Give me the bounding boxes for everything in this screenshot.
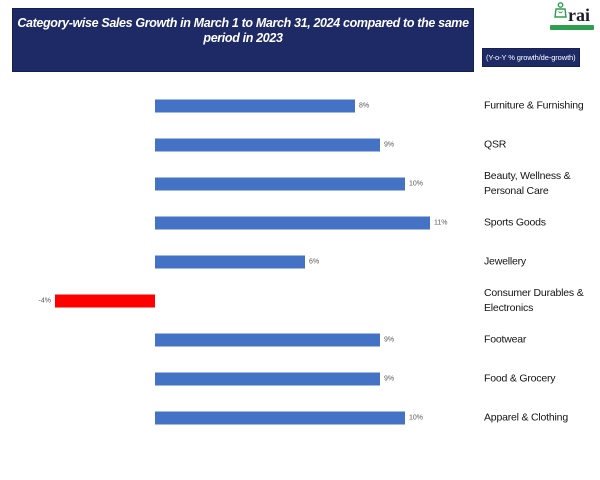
value-label-sports-goods: 11% bbox=[434, 219, 448, 226]
chart-title-line-2: period in 2023 bbox=[203, 30, 283, 45]
chart-row-food-grocery: 9% Food & Grocery bbox=[0, 359, 600, 398]
chart-row-footwear: 9% Footwear bbox=[0, 320, 600, 359]
chart-row-consumer-durables-electronics: -4% Consumer Durables & Electronics bbox=[0, 281, 600, 320]
category-label-jewellery: Jewellery bbox=[484, 255, 526, 267]
category-label-qsr: QSR bbox=[484, 138, 507, 150]
category-label-consumer-durables-electronics: Consumer Durables & Electronics bbox=[484, 286, 584, 314]
bar-apparel-clothing bbox=[155, 411, 405, 424]
bar-furniture-furnishing bbox=[155, 99, 355, 112]
chart-title-line-1: Category-wise Sales Growth in March 1 to… bbox=[17, 16, 469, 30]
value-label-qsr: 9% bbox=[384, 141, 395, 148]
value-label-apparel-clothing: 10% bbox=[409, 414, 424, 421]
value-label-consumer-durables-electronics: -4% bbox=[38, 297, 51, 304]
bar-food-grocery bbox=[155, 372, 380, 385]
value-label-food-grocery: 9% bbox=[384, 375, 395, 382]
category-label-footwear: Footwear bbox=[484, 333, 527, 345]
rai-logo: rai bbox=[550, 2, 594, 30]
bar-footwear bbox=[155, 333, 380, 346]
chart-row-beauty-wellness-personal-care: 10% Beauty, Wellness & Personal Care bbox=[0, 164, 600, 203]
chart-row-qsr: 9% QSR bbox=[0, 125, 600, 164]
value-label-furniture-furnishing: 8% bbox=[359, 102, 370, 109]
shopper-icon bbox=[554, 2, 567, 24]
logo-text: rai bbox=[568, 5, 590, 25]
chart-title: Category-wise Sales Growth in March 1 to… bbox=[12, 8, 474, 72]
value-label-footwear: 9% bbox=[384, 336, 395, 343]
chart-row-jewellery: 6% Jewellery bbox=[0, 242, 600, 281]
logo-tagline-band bbox=[550, 25, 594, 30]
category-label-beauty-wellness-personal-care: Beauty, Wellness & Personal Care bbox=[484, 169, 571, 197]
value-label-jewellery: 6% bbox=[309, 258, 320, 265]
chart-row-apparel-clothing: 10% Apparel & Clothing bbox=[0, 398, 600, 437]
bar-beauty-wellness-personal-care bbox=[155, 177, 405, 190]
bar-jewellery bbox=[155, 255, 305, 268]
bar-qsr bbox=[155, 138, 380, 151]
value-label-beauty-wellness-personal-care: 10% bbox=[409, 180, 424, 187]
category-label-apparel-clothing: Apparel & Clothing bbox=[484, 411, 568, 423]
bar-chart: 8% Furniture & Furnishing 9% QSR 10% Beauty, … bbox=[0, 86, 600, 437]
chart-row-sports-goods: 11% Sports Goods bbox=[0, 203, 600, 242]
chart-row-furniture-furnishing: 8% Furniture & Furnishing bbox=[0, 86, 600, 125]
bar-consumer-durables-electronics bbox=[55, 294, 155, 307]
category-label-sports-goods: Sports Goods bbox=[484, 216, 546, 228]
bar-sports-goods bbox=[155, 216, 430, 229]
yoy-growth-note: (Y-o-Y % growth/de-growth) bbox=[482, 48, 580, 67]
chart-rows: 8% Furniture & Furnishing 9% QSR 10% Beauty, … bbox=[0, 86, 600, 437]
category-label-food-grocery: Food & Grocery bbox=[484, 372, 556, 384]
category-label-furniture-furnishing: Furniture & Furnishing bbox=[484, 99, 584, 111]
